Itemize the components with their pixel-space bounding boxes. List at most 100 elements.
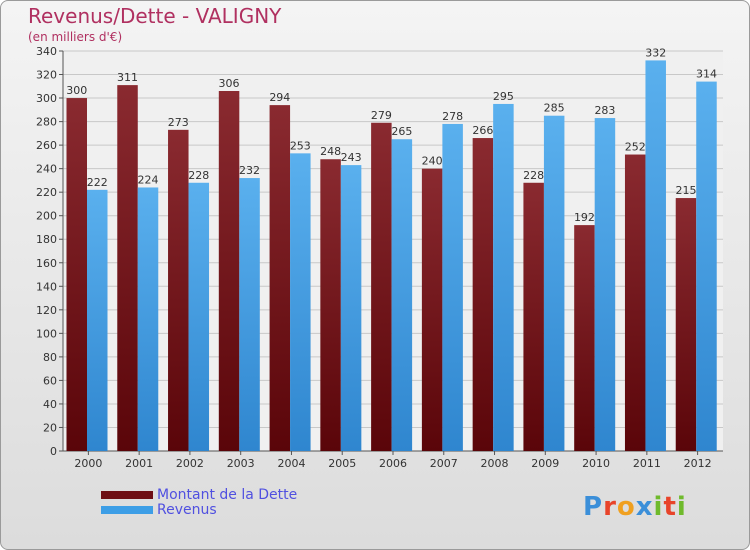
data-label-debt: 252	[625, 141, 646, 154]
y-tick-label: 80	[43, 351, 57, 364]
bar-debt	[218, 91, 240, 451]
bar-revenue	[188, 182, 210, 451]
y-tick-label: 280	[36, 116, 57, 129]
chart-title: Revenus/Dette - VALIGNY	[28, 4, 282, 28]
logo-letter: P	[583, 492, 604, 522]
y-tick-label: 40	[43, 398, 57, 411]
y-tick-label: 60	[43, 374, 57, 387]
bar-revenue	[137, 187, 159, 451]
bar-debt	[472, 138, 494, 451]
legend-label-revenue: Revenus	[157, 501, 217, 518]
bar-debt	[168, 129, 189, 451]
x-tick-label: 2011	[633, 457, 661, 470]
logo-letter: o	[616, 492, 636, 522]
chart-subtitle: (en milliers d'€)	[28, 30, 123, 44]
data-label-revenue: 285	[544, 102, 565, 115]
logo-letter: r	[603, 492, 617, 522]
y-tick-label: 200	[36, 210, 57, 223]
bar-revenue	[239, 178, 260, 451]
data-label-debt: 311	[117, 71, 138, 84]
data-label-debt: 300	[66, 84, 87, 97]
bar-revenue	[594, 118, 616, 451]
bar-debt	[371, 122, 392, 451]
data-label-debt: 215	[675, 184, 696, 197]
x-tick-label: 2009	[531, 457, 559, 470]
logo-letter: x	[635, 492, 654, 522]
x-tick-label: 2010	[582, 457, 610, 470]
y-tick-label: 240	[36, 163, 57, 176]
x-tick-label: 2006	[379, 457, 407, 470]
x-tick-label: 2005	[328, 457, 356, 470]
y-tick-label: 220	[36, 186, 57, 199]
y-tick-label: 160	[36, 257, 57, 270]
legend: Montant de la Dette Revenus	[101, 486, 298, 518]
x-tick-label: 2001	[125, 457, 153, 470]
x-tick-label: 2012	[684, 457, 712, 470]
data-label-debt: 279	[371, 109, 392, 122]
bar-revenue	[493, 103, 514, 452]
bar-debt	[269, 105, 291, 451]
data-label-revenue: 265	[391, 125, 412, 138]
x-tick-label: 2004	[277, 457, 305, 470]
data-label-revenue: 332	[645, 46, 666, 59]
bar-debt	[66, 98, 87, 451]
y-tick-label: 300	[36, 92, 57, 105]
bar-debt	[574, 225, 595, 451]
proxiti-logo: Proxiti	[583, 492, 687, 522]
data-label-revenue: 232	[239, 164, 260, 177]
legend-item-debt: Montant de la Dette	[101, 486, 298, 503]
bar-revenue	[696, 81, 717, 452]
data-label-revenue: 228	[188, 169, 209, 182]
data-label-revenue: 224	[138, 173, 159, 186]
x-tick-label: 2003	[227, 457, 255, 470]
data-label-revenue: 278	[442, 110, 463, 123]
logo-letter: i	[676, 492, 687, 522]
data-label-debt: 273	[168, 116, 189, 129]
data-label-revenue: 283	[594, 104, 615, 117]
bar-debt	[523, 182, 544, 451]
bar-revenue	[543, 115, 565, 452]
x-tick-label: 2007	[430, 457, 458, 470]
data-label-revenue: 222	[87, 176, 108, 189]
legend-label-debt: Montant de la Dette	[157, 486, 298, 503]
data-label-debt: 306	[219, 77, 240, 90]
bar-revenue	[442, 123, 463, 452]
logo-letter: t	[663, 492, 677, 522]
data-label-debt: 228	[523, 169, 544, 182]
data-label-revenue: 295	[493, 90, 514, 103]
x-tick-label: 2002	[176, 457, 204, 470]
bar-revenue	[340, 165, 362, 451]
data-label-debt: 240	[422, 155, 443, 168]
bar-debt	[624, 154, 646, 451]
data-label-revenue: 253	[290, 139, 311, 152]
y-tick-label: 260	[36, 139, 57, 152]
x-tick-label: 2008	[481, 457, 509, 470]
y-tick-label: 100	[36, 327, 57, 340]
bar-debt	[117, 85, 138, 451]
y-tick-label: 0	[50, 445, 57, 458]
data-label-debt: 192	[574, 211, 595, 224]
bar-debt	[675, 198, 697, 451]
data-label-debt: 248	[320, 145, 341, 158]
logo-letter: i	[653, 492, 664, 522]
y-tick-label: 20	[43, 421, 57, 434]
legend-item-revenue: Revenus	[101, 501, 297, 518]
legend-swatch-debt	[101, 490, 153, 499]
bar-debt	[421, 168, 443, 451]
y-tick-label: 320	[36, 69, 57, 82]
bar-revenue	[391, 139, 413, 451]
data-label-debt: 266	[472, 124, 493, 137]
y-tick-label: 340	[36, 45, 57, 58]
data-label-revenue: 314	[696, 68, 717, 81]
bar-revenue	[290, 153, 311, 451]
y-tick-label: 120	[36, 304, 57, 317]
bar-debt	[320, 159, 341, 451]
bar-revenue	[645, 60, 666, 451]
y-tick-label: 180	[36, 233, 57, 246]
legend-swatch-revenue	[101, 505, 153, 514]
data-label-debt: 294	[269, 91, 290, 104]
bar-revenue	[87, 189, 108, 451]
y-tick-label: 140	[36, 280, 57, 293]
